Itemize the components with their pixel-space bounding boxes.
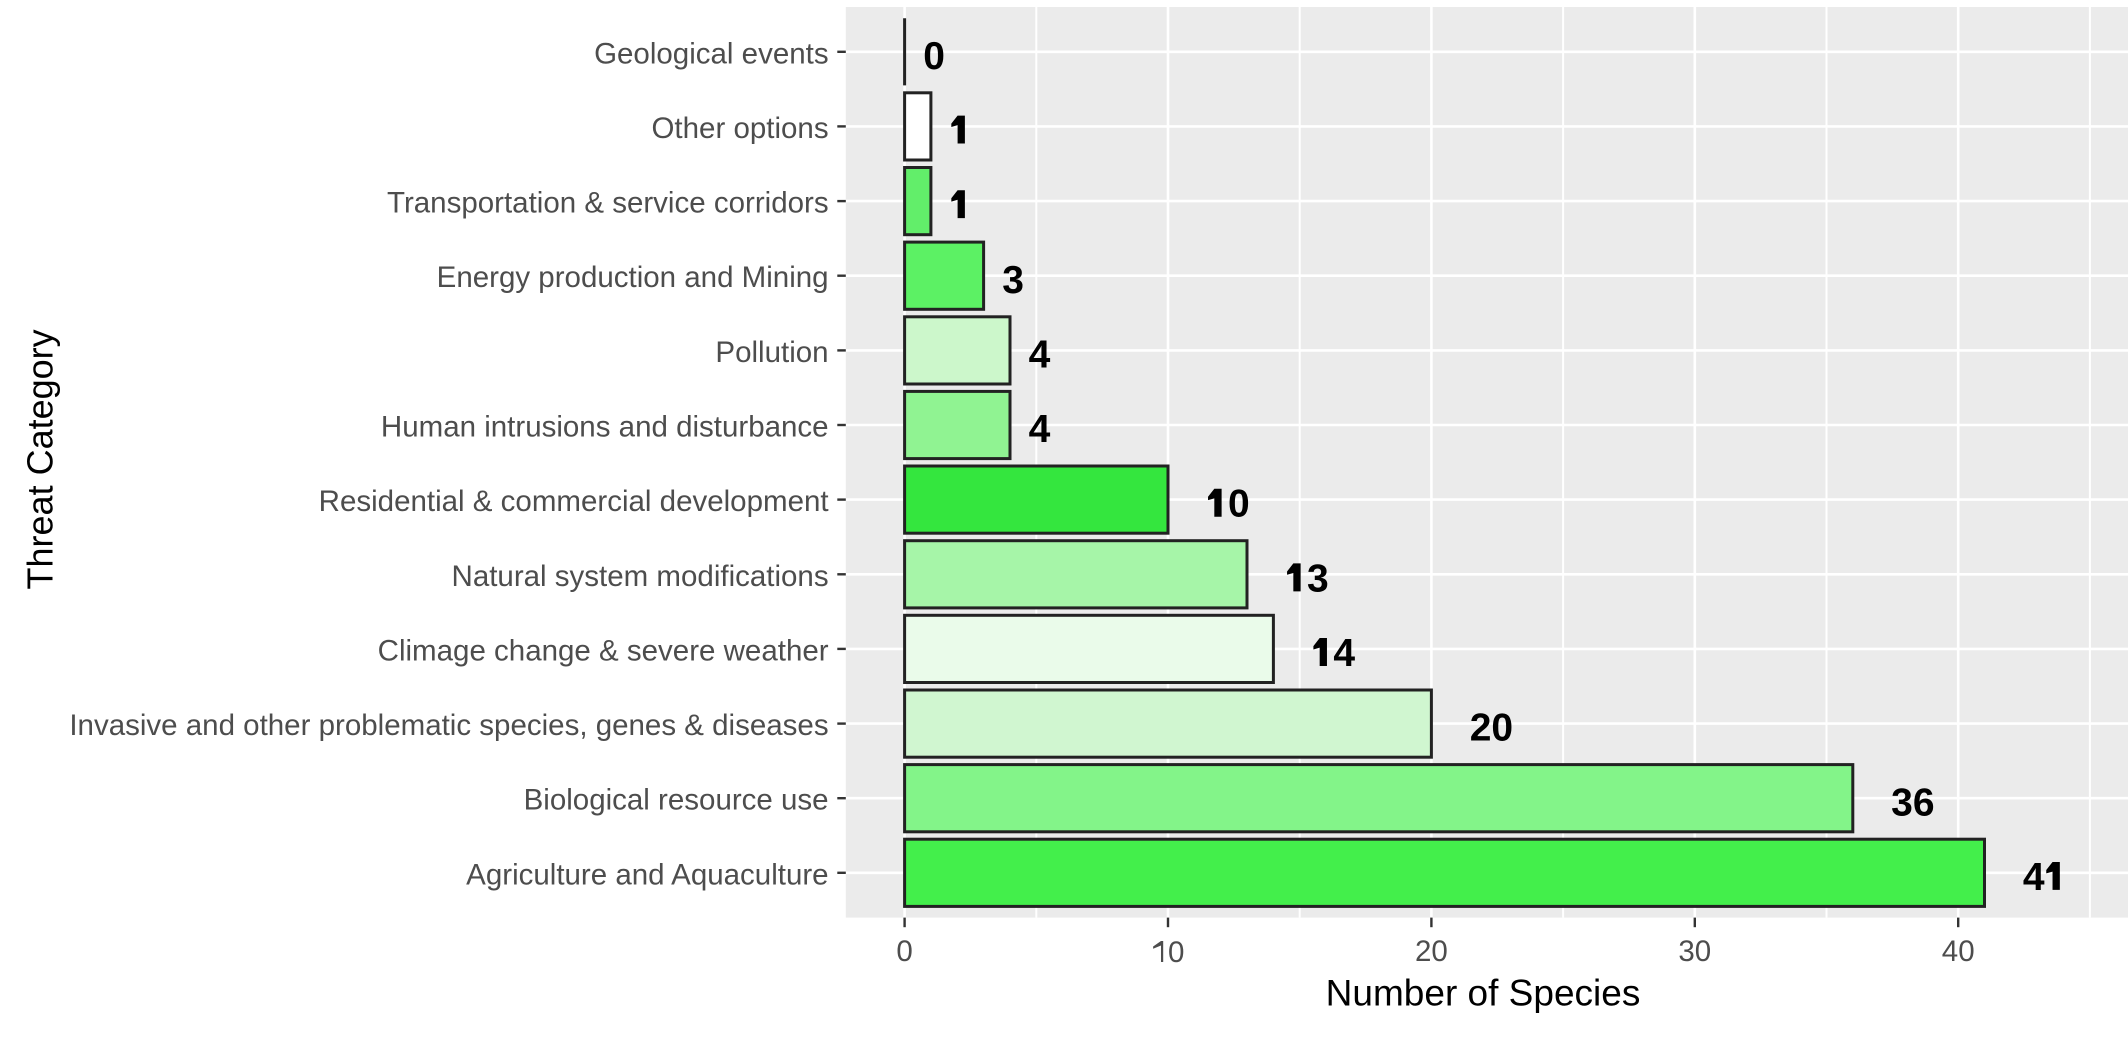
svg-text:Climage change & severe weathe: Climage change & severe weather <box>378 634 829 667</box>
svg-text:2: 2 <box>1470 707 1492 750</box>
svg-text:0: 0 <box>1491 707 1513 750</box>
svg-text:Biological resource use: Biological resource use <box>524 784 829 817</box>
svg-text:3: 3 <box>1307 557 1329 600</box>
svg-text:Other options: Other options <box>651 112 828 145</box>
svg-text:Geological events: Geological events <box>594 37 829 70</box>
svg-text:30: 30 <box>1678 935 1711 968</box>
svg-text:Invasive and other problematic: Invasive and other problematic species, … <box>69 709 828 742</box>
svg-text:0: 0 <box>923 35 945 78</box>
svg-text:Pollution: Pollution <box>715 336 828 369</box>
svg-text:Human intrusions and disturban: Human intrusions and disturbance <box>381 411 829 444</box>
svg-text:4: 4 <box>1333 632 1355 675</box>
svg-text:4: 4 <box>1029 333 1051 376</box>
svg-text:Threat Category: Threat Category <box>20 329 61 589</box>
svg-text:Transportation & service corri: Transportation & service corridors <box>387 187 829 220</box>
svg-text:Agriculture and Aquaculture: Agriculture and Aquaculture <box>466 858 828 891</box>
svg-text:Natural system modifications: Natural system modifications <box>452 560 829 593</box>
svg-text:4: 4 <box>2023 856 2045 899</box>
svg-text:6: 6 <box>1913 781 1935 824</box>
svg-text:20: 20 <box>1415 935 1448 968</box>
svg-text:Number of Species: Number of Species <box>1326 973 1641 1014</box>
svg-text:3: 3 <box>1891 781 1913 824</box>
svg-text:0: 0 <box>1168 936 1184 969</box>
svg-text:0: 0 <box>1228 483 1250 526</box>
svg-text:3: 3 <box>1002 259 1024 302</box>
svg-text:0: 0 <box>896 935 912 968</box>
svg-text:Residential & commercial devel: Residential & commercial development <box>319 485 829 518</box>
svg-text:Energy production and Mining: Energy production and Mining <box>437 261 829 294</box>
svg-text:4: 4 <box>1029 408 1051 451</box>
svg-text:40: 40 <box>1942 935 1975 968</box>
